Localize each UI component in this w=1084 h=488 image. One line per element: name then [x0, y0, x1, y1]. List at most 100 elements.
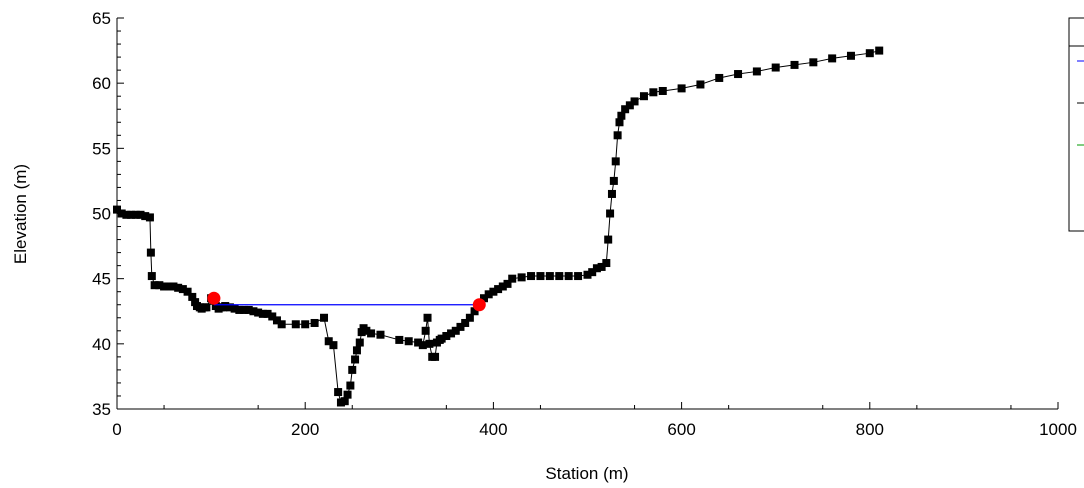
ground-point	[809, 58, 818, 67]
x-tick-label: 600	[667, 420, 695, 439]
ground-point	[658, 86, 667, 95]
ground-point	[240, 305, 249, 314]
ground-point	[155, 281, 164, 290]
ground-point	[329, 341, 338, 350]
ground-point	[583, 270, 592, 279]
ground-point	[202, 303, 211, 312]
ground-point	[117, 209, 126, 218]
ground-point	[340, 397, 349, 406]
ground-point	[649, 88, 658, 97]
y-tick-label: 35	[92, 400, 111, 419]
ground-point	[352, 346, 361, 355]
ground-point	[456, 322, 465, 331]
ground-point	[127, 210, 136, 219]
ground-point	[395, 335, 404, 344]
ground-point	[437, 334, 446, 343]
y-tick-label: 60	[92, 74, 111, 93]
ground-point	[846, 51, 855, 60]
legend-box	[1068, 17, 1084, 232]
ground-point	[489, 287, 498, 296]
ground-point	[235, 305, 244, 314]
x-axis-title: Station (m)	[545, 464, 628, 483]
ground-point	[790, 60, 799, 69]
ground-point	[376, 330, 385, 339]
ground-point	[147, 272, 156, 281]
ground-point	[498, 282, 507, 291]
ground-point	[131, 210, 140, 219]
ground-point	[301, 320, 310, 329]
ground-point	[752, 67, 761, 76]
ground-point	[617, 111, 626, 120]
ground-point	[145, 213, 154, 222]
ground-point	[414, 338, 423, 347]
ground-point	[621, 105, 630, 114]
ground-point	[630, 97, 639, 106]
ground-point	[592, 264, 601, 273]
bank-marker-point	[472, 298, 486, 312]
series-layer	[113, 46, 884, 407]
ground-point	[324, 337, 333, 346]
y-tick-label: 55	[92, 139, 111, 158]
ground-point	[244, 305, 253, 314]
ground-point	[183, 287, 192, 296]
ground-point	[343, 390, 352, 399]
ground-point	[607, 189, 616, 198]
ground-point	[461, 318, 470, 327]
ground-point	[715, 73, 724, 82]
x-tick-label: 1000	[1039, 420, 1077, 439]
y-ticks: 35 40 45 50 55 60 65	[92, 9, 124, 419]
ground-point	[221, 302, 230, 311]
ground-point	[615, 118, 624, 127]
ground-point	[310, 318, 319, 327]
ground-point	[122, 210, 131, 219]
ground-point	[258, 309, 267, 318]
ground-point	[113, 205, 121, 214]
ground-point	[639, 92, 648, 101]
ground-point	[355, 338, 364, 347]
ground-point	[574, 272, 583, 281]
ground-point	[348, 365, 357, 374]
plot-area: 0 200 400 600 800 1000 35 40 45 50 55 60 65	[92, 9, 1077, 439]
bank-marker-point	[207, 291, 221, 305]
y-axis-title: Elevation (m)	[11, 164, 30, 264]
y-tick-label: 40	[92, 335, 111, 354]
y-tick-label: 50	[92, 205, 111, 224]
ground-point	[734, 70, 743, 79]
ground-point	[188, 292, 197, 301]
ground-point	[828, 54, 837, 63]
ground-point	[555, 272, 564, 281]
ground-point	[479, 294, 488, 303]
ground-point	[174, 283, 183, 292]
ground-point	[536, 272, 545, 281]
ground-point	[423, 313, 432, 322]
x-tick-label: 0	[112, 420, 121, 439]
ground-point	[346, 381, 355, 390]
y-tick-label: 65	[92, 9, 111, 28]
ground-point	[611, 157, 620, 166]
ground-point	[771, 63, 780, 72]
ground-point	[865, 49, 874, 58]
legend	[1068, 17, 1084, 232]
ground-point	[146, 248, 155, 257]
ground-point	[169, 282, 178, 291]
ground-point	[225, 303, 234, 312]
x-tick-label: 200	[291, 420, 319, 439]
ground-point	[564, 272, 573, 281]
ground-point	[494, 285, 503, 294]
ground-point	[613, 131, 622, 140]
ground-point	[277, 320, 286, 329]
ground-point	[527, 272, 536, 281]
ground-point	[451, 326, 460, 335]
ground-point	[334, 388, 343, 397]
ground-point	[272, 316, 281, 325]
ground-point	[367, 329, 376, 338]
ground-point	[606, 209, 615, 218]
ground-point	[465, 313, 474, 322]
ground-point	[418, 341, 427, 350]
ground-point	[602, 259, 611, 268]
ground-point	[470, 307, 479, 316]
ground-point	[875, 46, 884, 55]
ground-point	[447, 329, 456, 338]
ground-point	[320, 313, 329, 322]
ground-point	[484, 290, 493, 299]
